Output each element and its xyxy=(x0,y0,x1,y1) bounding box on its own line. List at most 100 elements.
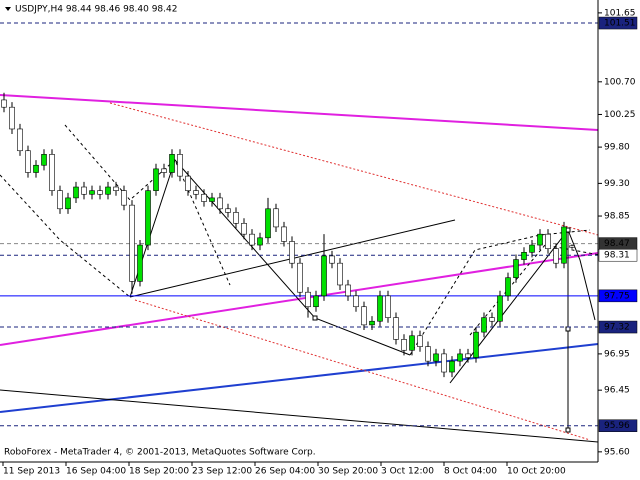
candle-body xyxy=(385,295,391,318)
candle-body xyxy=(177,154,183,177)
candle-body xyxy=(25,150,31,173)
candle-body xyxy=(73,186,79,199)
candle-body xyxy=(81,186,87,195)
candle-body xyxy=(361,306,367,326)
level-label: 98.47 xyxy=(604,239,630,249)
candle-body xyxy=(113,186,119,191)
wave-line xyxy=(409,229,591,356)
candle-body xyxy=(105,186,111,195)
candle-body xyxy=(313,295,319,308)
channel-line xyxy=(109,102,599,236)
candle-body xyxy=(17,128,23,152)
y-tick-label: 95.60 xyxy=(604,447,630,457)
x-tick-label: 8 Oct 04:00 xyxy=(444,467,497,477)
candle-body xyxy=(169,154,175,173)
candle-body xyxy=(281,226,287,242)
candle-body xyxy=(1,99,7,108)
candle-body xyxy=(489,317,495,322)
candle-body xyxy=(193,190,199,195)
candle-body xyxy=(561,226,567,264)
candle-body xyxy=(449,360,455,373)
candle-body xyxy=(161,168,167,173)
x-tick-label: 11 Sep 2013 xyxy=(3,467,60,477)
candle-body xyxy=(249,233,255,246)
candle-body xyxy=(121,190,127,206)
candle-body xyxy=(393,317,399,340)
trendline xyxy=(0,389,599,443)
x-tick-label: 3 Oct 12:00 xyxy=(381,467,434,477)
candle-body xyxy=(537,233,543,246)
candle-body xyxy=(217,197,223,210)
candle-body xyxy=(289,241,295,264)
candle-body xyxy=(41,154,47,166)
y-tick-label: 100.70 xyxy=(604,77,636,87)
candle-body xyxy=(65,197,71,210)
anchor xyxy=(565,326,571,332)
candle-body xyxy=(129,204,135,282)
anchor xyxy=(312,315,318,321)
level-label: 98.31 xyxy=(604,251,630,261)
candle-body xyxy=(417,335,423,347)
y-tick-label: 99.30 xyxy=(604,179,630,189)
candle-body xyxy=(33,164,39,173)
candle-body xyxy=(465,353,471,358)
level-label-box xyxy=(598,320,638,334)
candle-body xyxy=(49,154,55,191)
candle-body xyxy=(505,277,511,297)
candle-body xyxy=(409,335,415,351)
candle-body xyxy=(201,193,207,202)
level-label-box xyxy=(598,248,638,262)
anchor xyxy=(565,427,571,433)
candle-body xyxy=(345,284,351,297)
candle-body xyxy=(513,259,519,279)
x-tick-label: 10 Oct 20:00 xyxy=(507,467,566,477)
candle-body xyxy=(297,262,303,293)
candle-body xyxy=(145,190,151,246)
candle-body xyxy=(521,252,527,260)
candle-body xyxy=(273,208,279,228)
candle-body xyxy=(97,190,103,195)
candle-body xyxy=(257,237,263,246)
candle-body xyxy=(545,233,551,249)
menu-arrow[interactable] xyxy=(5,7,11,11)
level-label: 97.75 xyxy=(604,291,630,301)
wave-line xyxy=(64,124,231,286)
candle-body xyxy=(305,291,311,308)
candle-body xyxy=(57,190,63,210)
level-label: 95.96 xyxy=(604,421,630,431)
candle-body xyxy=(369,320,375,326)
candle-body xyxy=(89,190,95,195)
candle-body xyxy=(473,331,479,358)
candle-body xyxy=(441,353,447,373)
candle-body xyxy=(241,222,247,235)
watermark: RoboForex - MetaTrader 4, © 2001-2013, M… xyxy=(4,448,316,458)
level-label-box xyxy=(598,289,638,303)
wave-line xyxy=(129,159,411,356)
level-label-box xyxy=(598,419,638,432)
trendline xyxy=(0,343,599,413)
x-tick-label: 18 Sep 20:00 xyxy=(129,467,189,477)
y-tick-label: 100.25 xyxy=(604,110,636,120)
y-tick-label: 101.65 xyxy=(604,8,636,18)
candle-body xyxy=(9,106,15,130)
candle-body xyxy=(209,197,215,202)
level-label-box xyxy=(598,16,638,30)
y-tick-label: 98.85 xyxy=(604,212,630,222)
x-tick-label: 23 Sep 12:00 xyxy=(192,467,252,477)
candle-body xyxy=(401,339,407,351)
chart-header: USDJPY,H4 98.44 98.46 98.40 98.42 xyxy=(15,5,177,15)
candle-body xyxy=(377,295,383,322)
candle-body xyxy=(457,353,463,362)
candle-body xyxy=(497,295,503,322)
level-label: 101.51 xyxy=(604,19,636,29)
candle-body xyxy=(321,255,327,297)
candle-body xyxy=(185,175,191,191)
candle-body xyxy=(529,244,535,253)
x-tick-label: 16 Sep 04:00 xyxy=(66,467,126,477)
analysis-drawings xyxy=(0,22,601,443)
candle-body xyxy=(265,208,271,239)
candle-body xyxy=(553,248,559,264)
trendline xyxy=(0,94,599,131)
candle-body xyxy=(353,295,359,308)
